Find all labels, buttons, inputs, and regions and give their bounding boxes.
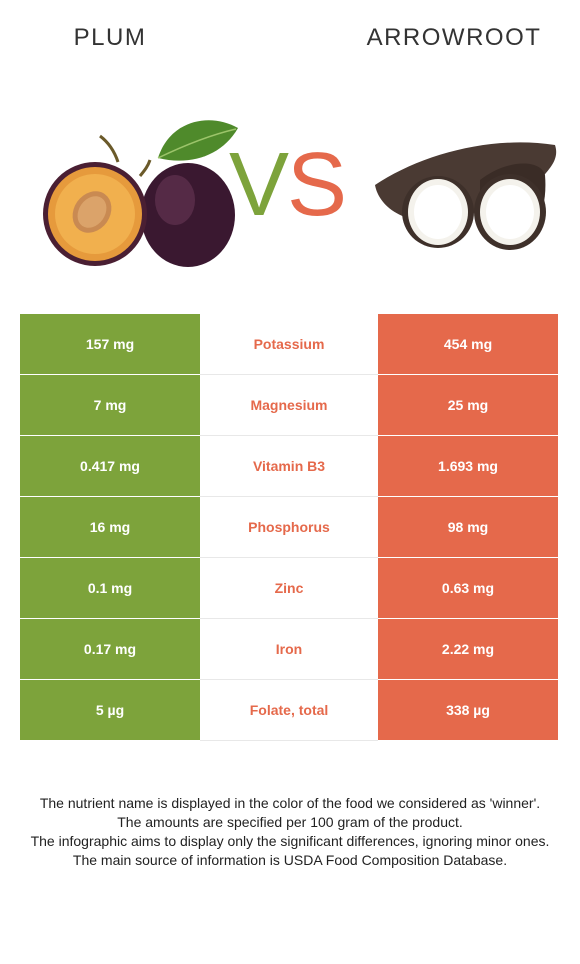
right-value: 0.63 mg (378, 557, 558, 619)
arrowroot-image (375, 142, 557, 250)
nutrient-name: Magnesium (200, 374, 378, 436)
table-row: 0.417 mg Vitamin B3 1.693 mg (20, 435, 558, 497)
plum-image (43, 120, 238, 267)
vs-label: VS (222, 135, 352, 235)
nutrient-name: Iron (200, 618, 378, 680)
nutrient-name: Vitamin B3 (200, 435, 378, 497)
table-row: 0.1 mg Zinc 0.63 mg (20, 557, 558, 619)
nutrient-name: Phosphorus (200, 496, 378, 558)
left-value: 157 mg (20, 314, 200, 375)
nutrient-name: Folate, total (200, 679, 378, 741)
nutrient-comparison-table: 157 mg Potassium 454 mg 7 mg Magnesium 2… (20, 314, 558, 741)
left-value: 5 µg (20, 679, 200, 741)
left-value: 0.17 mg (20, 618, 200, 680)
right-value: 2.22 mg (378, 618, 558, 680)
food-images (43, 120, 557, 267)
right-value: 338 µg (378, 679, 558, 741)
table-row: 7 mg Magnesium 25 mg (20, 374, 558, 436)
left-food-title: PLUM (73, 24, 147, 51)
footnote-differences: The infographic aims to display only the… (30, 833, 550, 849)
nutrient-name: Potassium (200, 314, 378, 375)
footnote-source: The main source of information is USDA F… (72, 852, 508, 868)
right-value: 25 mg (378, 374, 558, 436)
table-row: 5 µg Folate, total 338 µg (20, 679, 558, 741)
vs-v-letter: V (228, 135, 289, 235)
table-row: 157 mg Potassium 454 mg (20, 314, 558, 375)
left-value: 7 mg (20, 374, 200, 436)
right-food-title: ARROWROOT (366, 24, 542, 51)
right-value: 1.693 mg (378, 435, 558, 497)
left-value: 16 mg (20, 496, 200, 558)
footnotes: The nutrient name is displayed in the co… (20, 794, 560, 870)
nutrient-name: Zinc (200, 557, 378, 619)
left-value: 0.417 mg (20, 435, 200, 497)
left-value: 0.1 mg (20, 557, 200, 619)
right-value: 98 mg (378, 496, 558, 558)
footnote-amounts: The amounts are specified per 100 gram o… (117, 814, 463, 830)
footnote-winner: The nutrient name is displayed in the co… (39, 795, 541, 811)
right-value: 454 mg (378, 314, 558, 375)
table-row: 16 mg Phosphorus 98 mg (20, 496, 558, 558)
table-row: 0.17 mg Iron 2.22 mg (20, 618, 558, 680)
vs-s-letter: S (287, 135, 347, 235)
